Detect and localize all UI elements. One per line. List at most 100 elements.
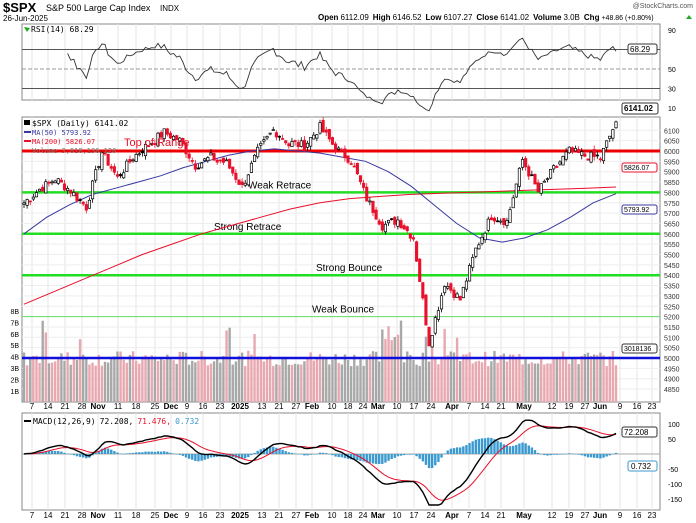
volume-bar bbox=[128, 354, 132, 402]
candle-body bbox=[259, 142, 263, 146]
date-label: Apr bbox=[445, 402, 459, 411]
volume-tick: 3B bbox=[10, 366, 19, 373]
macd-histogram-bar bbox=[353, 454, 356, 460]
candle-body bbox=[193, 163, 197, 170]
volume-bar bbox=[116, 351, 119, 402]
price-tick: 5700 bbox=[664, 211, 680, 218]
macd-histogram-bar bbox=[462, 446, 465, 454]
date-label: 27 bbox=[292, 402, 301, 411]
macd-histogram-bar bbox=[97, 450, 100, 454]
volume-bar bbox=[343, 354, 347, 402]
volume-bar bbox=[262, 361, 266, 402]
macd-histogram-bar bbox=[144, 451, 147, 454]
candle-body bbox=[598, 158, 602, 161]
volume-bar bbox=[480, 362, 484, 402]
macd-histogram-bar bbox=[225, 454, 228, 456]
candle-body bbox=[87, 199, 91, 209]
volume-bar bbox=[290, 364, 294, 402]
macd-histogram-bar bbox=[300, 454, 303, 455]
volume-bar bbox=[592, 354, 596, 402]
date-label: Jun bbox=[593, 511, 607, 520]
price-tick: 5200 bbox=[664, 315, 680, 322]
candle-body bbox=[427, 326, 431, 347]
candle-body bbox=[115, 174, 120, 177]
volume-bar bbox=[159, 357, 163, 402]
candle-body bbox=[137, 153, 141, 156]
volume-bar bbox=[215, 358, 219, 402]
date-label: 21 bbox=[61, 402, 70, 411]
volume-bar bbox=[371, 351, 375, 402]
macd-histogram-bar bbox=[166, 451, 169, 454]
volume-value: 3.0B bbox=[563, 13, 579, 22]
rsi-line bbox=[67, 37, 617, 112]
candle-body bbox=[573, 147, 578, 152]
date-label: 11 bbox=[114, 402, 123, 411]
date-label: 7 bbox=[467, 402, 472, 411]
price-tick: 5050 bbox=[664, 346, 680, 353]
rsi-tick: 30 bbox=[668, 87, 676, 94]
macd-histogram-bar bbox=[203, 454, 206, 460]
candle-body bbox=[302, 139, 306, 151]
volume-bar bbox=[88, 364, 91, 402]
date-label: 23 bbox=[648, 402, 657, 411]
volume-bar bbox=[53, 361, 57, 402]
candle-body bbox=[552, 165, 556, 170]
candle-body bbox=[224, 159, 229, 162]
macd-histogram-bar bbox=[194, 454, 197, 461]
ma200-legend: MA(200) 5826.07 bbox=[32, 138, 95, 146]
macd-histogram-bar bbox=[378, 454, 381, 465]
volume-bar bbox=[181, 351, 185, 402]
candle-body bbox=[309, 137, 313, 147]
macd-histogram-bar bbox=[293, 453, 297, 454]
candle-body bbox=[589, 151, 593, 163]
volume-bar bbox=[103, 361, 107, 402]
macd-histogram-bar bbox=[197, 454, 200, 462]
volume-bar bbox=[175, 363, 178, 402]
volume-bar bbox=[122, 359, 125, 402]
volume-bar bbox=[536, 363, 540, 402]
price-legend: $SPX (Daily) 6141.02 MA(50) 5793.92 MA(2… bbox=[24, 119, 189, 155]
price-tick: 6100 bbox=[664, 128, 680, 135]
macd-histogram-bar bbox=[284, 451, 287, 454]
date-label: Nov bbox=[90, 402, 106, 411]
macd-tick: -150 bbox=[668, 497, 682, 504]
date-label: 14 bbox=[481, 402, 490, 411]
volume-bar bbox=[558, 356, 562, 402]
macd-plot bbox=[22, 419, 660, 506]
date-label: May bbox=[516, 402, 532, 411]
macd-histogram-bar bbox=[303, 454, 306, 456]
date-label: Jun bbox=[593, 402, 607, 411]
date-label: Apr bbox=[445, 511, 459, 520]
macd-histogram-bar bbox=[78, 454, 82, 457]
candle-body bbox=[212, 153, 216, 161]
candle-body bbox=[184, 142, 188, 155]
volume-tick: 8B bbox=[10, 309, 19, 316]
volume-bar bbox=[169, 357, 172, 402]
candle-body bbox=[592, 149, 596, 157]
horizontal-levels[interactable]: Weak Retrace Strong Retrace Strong Bounce W… bbox=[22, 149, 660, 360]
macd-histogram-bar bbox=[253, 452, 256, 454]
volume-bar bbox=[35, 355, 38, 402]
level-label: Weak Bounce bbox=[312, 305, 375, 316]
price-tick: 5250 bbox=[664, 304, 680, 311]
candle-body bbox=[28, 200, 32, 203]
candle-body bbox=[545, 178, 550, 181]
macd-histogram-bar bbox=[452, 448, 456, 454]
macd-histogram-bar bbox=[396, 454, 400, 457]
volume-label: Volume bbox=[533, 13, 562, 22]
candle-body bbox=[231, 166, 235, 174]
candle-body bbox=[530, 174, 534, 177]
volume-bar bbox=[66, 352, 69, 402]
rsi-plot bbox=[22, 37, 660, 112]
volume-bar bbox=[434, 357, 437, 402]
macd-histogram-bar bbox=[496, 440, 499, 454]
last-price-tag: 6141.02 bbox=[624, 104, 653, 113]
macd-histogram-bar bbox=[558, 454, 562, 455]
volume-bar bbox=[527, 363, 530, 402]
candle-body bbox=[446, 286, 450, 289]
price-tick: 5950 bbox=[664, 159, 680, 166]
high-value: 6146.52 bbox=[393, 13, 422, 22]
volume-tick: 5B bbox=[10, 343, 19, 350]
volume-bar bbox=[508, 354, 512, 402]
